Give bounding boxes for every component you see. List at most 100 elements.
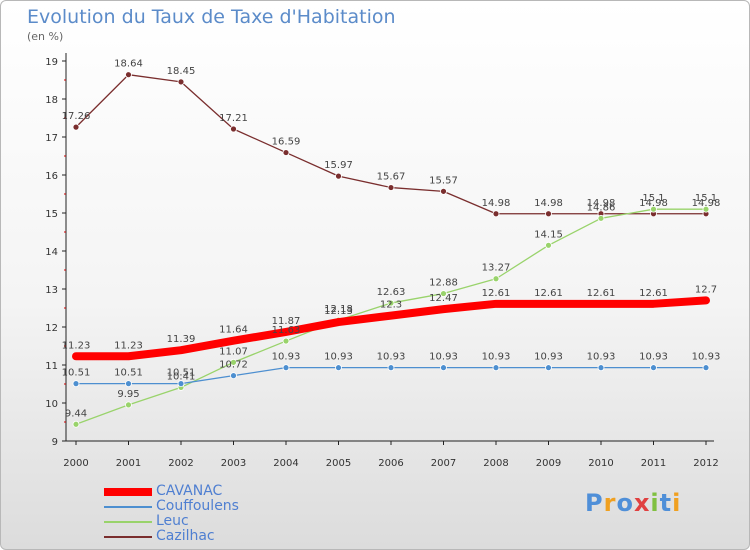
y-tick-label: 13 — [45, 285, 58, 296]
legend-label: Leuc — [156, 513, 189, 529]
series-point-couffoulens — [125, 380, 132, 388]
series-line-cazilhac — [75, 74, 707, 215]
series-point-couffoulens — [282, 364, 290, 372]
legend-swatch — [104, 521, 152, 523]
data-label-cavanac: 11.64 — [219, 325, 248, 336]
data-label-couffoulens: 10.51 — [62, 368, 91, 379]
data-label-leuc: 12.63 — [377, 287, 406, 298]
series-point-cazilhac — [387, 184, 395, 191]
data-label-cavanac: 12.61 — [482, 288, 511, 299]
data-label-leuc: 10.41 — [167, 371, 196, 382]
series-point-couffoulens — [650, 364, 657, 372]
chart-title: Evolution du Taux de Taxe d'Habitation — [27, 6, 396, 28]
data-label-leuc: 12.88 — [429, 278, 458, 289]
data-label-leuc: 13.27 — [482, 263, 511, 274]
data-label-couffoulens: 10.93 — [272, 352, 301, 363]
series-point-cazilhac — [125, 71, 132, 79]
data-label-cazilhac: 14.98 — [587, 198, 616, 209]
data-label-cazilhac: 14.98 — [534, 198, 563, 209]
data-label-leuc: 12.18 — [324, 304, 353, 315]
data-label-leuc: 9.95 — [117, 389, 139, 400]
x-tick-label: 2000 — [63, 458, 88, 469]
data-label-leuc: 11.07 — [219, 346, 248, 357]
x-tick-label: 2010 — [588, 458, 613, 469]
y-tick-label: 14 — [45, 247, 58, 258]
data-label-cavanac: 11.23 — [62, 340, 91, 351]
x-tick-label: 2005 — [326, 458, 351, 469]
data-label-cazilhac: 18.64 — [114, 59, 143, 70]
data-label-cazilhac: 15.97 — [324, 160, 353, 171]
data-label-cazilhac: 14.98 — [639, 198, 668, 209]
y-tick-label: 15 — [45, 209, 58, 220]
data-label-cazilhac: 14.98 — [482, 198, 511, 209]
y-tick-label: 11 — [45, 361, 58, 372]
series-point-leuc — [72, 420, 80, 428]
data-label-leuc: 9.44 — [65, 408, 87, 419]
data-label-leuc: 15.1 — [642, 193, 664, 204]
data-label-couffoulens: 10.93 — [692, 352, 721, 363]
y-tick-label: 19 — [45, 57, 58, 68]
series-point-cazilhac — [177, 78, 185, 86]
data-label-cazilhac: 17.26 — [62, 111, 91, 122]
legend-label: Cazilhac — [156, 528, 215, 544]
data-label-couffoulens: 10.93 — [429, 352, 458, 363]
series-point-leuc — [387, 299, 395, 307]
y-tick-label: 17 — [45, 133, 58, 144]
data-label-leuc: 14.86 — [587, 202, 616, 213]
legend-swatch — [104, 536, 152, 538]
data-label-cazilhac: 15.67 — [377, 172, 406, 183]
series-point-leuc — [440, 290, 447, 297]
series-point-couffoulens — [72, 380, 80, 388]
legend-swatch — [104, 488, 152, 496]
data-label-cavanac: 12.61 — [587, 288, 616, 299]
data-label-cazilhac: 14.98 — [692, 198, 721, 209]
data-label-couffoulens: 10.51 — [167, 368, 196, 379]
series-point-leuc — [125, 401, 132, 409]
data-label-cazilhac: 15.57 — [429, 175, 458, 186]
series-point-couffoulens — [545, 364, 552, 372]
data-label-couffoulens: 10.51 — [114, 368, 143, 379]
x-tick-label: 2008 — [483, 458, 508, 469]
series-point-couffoulens — [230, 372, 237, 380]
series-point-leuc — [545, 241, 552, 249]
series-point-couffoulens — [492, 364, 500, 372]
data-label-couffoulens: 10.93 — [587, 352, 616, 363]
y-tick-label: 10 — [45, 399, 58, 410]
y-tick-label: 16 — [45, 171, 58, 182]
data-label-couffoulens: 10.93 — [324, 352, 353, 363]
legend-label: CAVANAC — [156, 483, 223, 499]
data-label-couffoulens: 10.93 — [377, 352, 406, 363]
series-point-couffoulens — [387, 364, 395, 372]
data-label-leuc: 15.1 — [695, 193, 717, 204]
data-label-cavanac: 11.23 — [114, 340, 143, 351]
y-tick-label: 18 — [45, 95, 58, 106]
y-tick-label: 9 — [52, 437, 58, 448]
data-label-leuc: 11.63 — [272, 325, 301, 336]
data-label-cazilhac: 18.45 — [167, 66, 196, 77]
x-tick-label: 2001 — [116, 458, 141, 469]
series-point-leuc — [230, 358, 237, 366]
series-point-cazilhac — [72, 123, 80, 131]
x-tick-label: 2009 — [536, 458, 561, 469]
x-tick-label: 2002 — [168, 458, 193, 469]
data-label-cavanac: 12.13 — [324, 306, 353, 317]
legend-swatch — [104, 506, 152, 508]
series-point-cazilhac — [230, 125, 237, 133]
x-tick-label: 2012 — [693, 458, 718, 469]
data-label-cavanac: 12.47 — [429, 293, 458, 304]
y-tick-label: 12 — [45, 323, 58, 334]
data-label-couffoulens: 10.93 — [639, 352, 668, 363]
series-point-leuc — [597, 214, 605, 222]
chart-unit: (en %) — [27, 30, 64, 43]
series-point-couffoulens — [597, 364, 605, 372]
x-tick-label: 2006 — [378, 458, 403, 469]
series-point-couffoulens — [440, 364, 447, 372]
series-point-cazilhac — [282, 149, 290, 156]
series-point-leuc — [650, 205, 657, 213]
data-label-cavanac: 12.61 — [639, 288, 668, 299]
data-label-cavanac: 12.7 — [695, 284, 717, 295]
series-point-leuc — [282, 337, 290, 345]
series-point-leuc — [702, 205, 710, 213]
